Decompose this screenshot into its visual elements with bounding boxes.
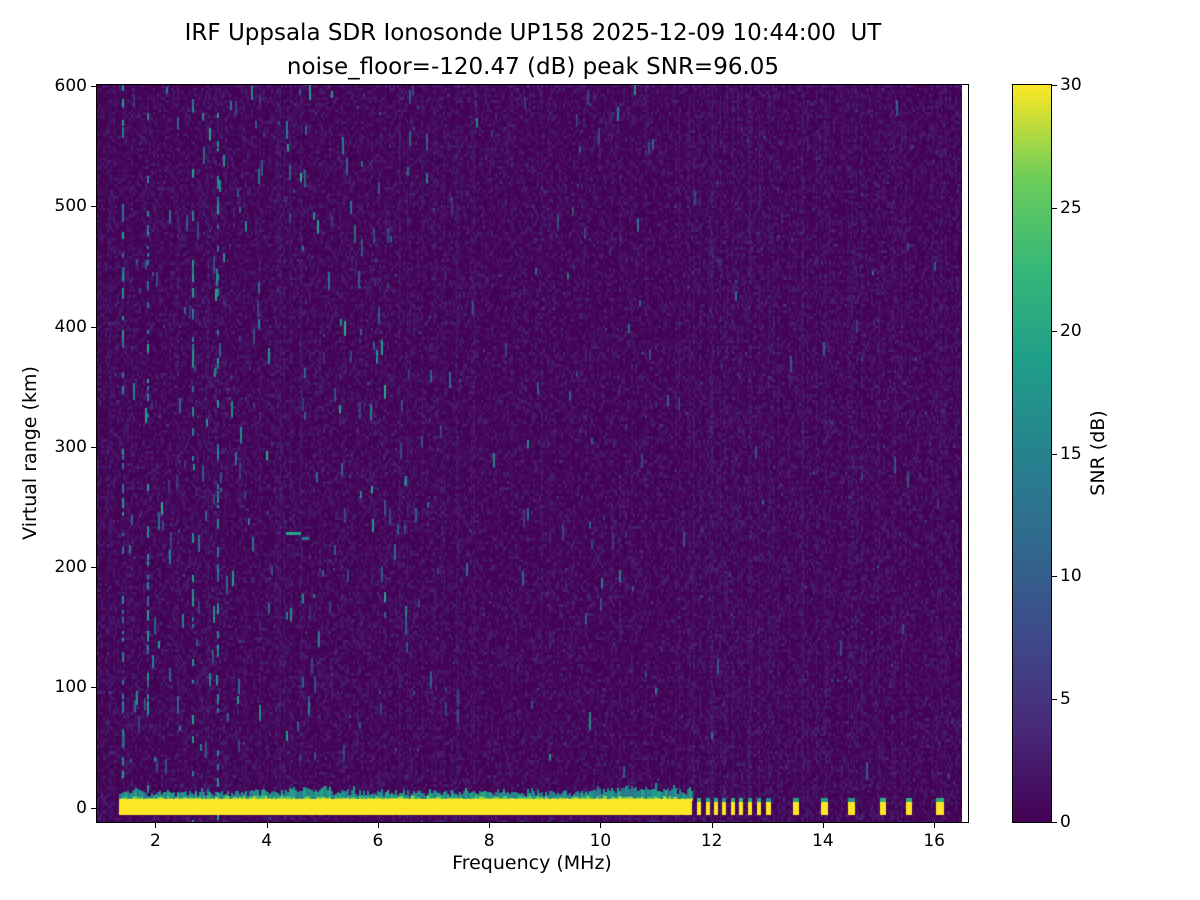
colorbar-tick-label: 0: [1060, 812, 1071, 832]
colorbar-tick-mark: [1052, 699, 1057, 701]
colorbar: [1012, 84, 1052, 823]
colorbar-tick-label: 20: [1060, 320, 1082, 341]
x-tick-mark: [377, 823, 379, 828]
chart-title-block: IRF Uppsala SDR Ionosonde UP158 2025-12-…: [97, 16, 969, 84]
y-tick-label: 0: [76, 797, 87, 818]
y-tick-label: 300: [54, 436, 87, 457]
colorbar-tick-mark: [1052, 207, 1057, 209]
y-tick-mark: [91, 446, 96, 448]
y-tick-label: 500: [54, 196, 87, 217]
x-axis-label: Frequency (MHz): [452, 852, 612, 874]
ionogram-heatmap-canvas: [97, 85, 962, 822]
chart-subtitle: noise_floor=-120.47 (dB) peak SNR=96.05: [286, 54, 780, 80]
y-tick-mark: [91, 567, 96, 569]
colorbar-tick-label: 25: [1060, 197, 1082, 218]
plot-area: [96, 84, 969, 823]
x-tick-mark: [600, 823, 602, 828]
x-tick-label: 14: [812, 831, 834, 851]
x-tick-mark: [934, 823, 936, 828]
x-tick-mark: [822, 823, 824, 828]
x-tick-label: 12: [700, 831, 723, 851]
colorbar-tick-mark: [1052, 822, 1057, 823]
x-tick-mark: [711, 823, 713, 828]
x-tick-mark: [155, 823, 157, 828]
x-tick-label: 10: [589, 831, 612, 851]
x-tick-mark: [489, 823, 491, 828]
x-tick-label: 6: [372, 831, 384, 851]
y-tick-mark: [91, 807, 96, 809]
y-tick-mark: [91, 687, 96, 689]
y-tick-label: 600: [54, 76, 87, 97]
colorbar-tick-mark: [1052, 453, 1057, 455]
colorbar-tick-mark: [1052, 85, 1057, 86]
y-axis-label: Virtual range (km): [19, 366, 41, 540]
x-tick-mark: [266, 823, 268, 828]
colorbar-tick-label: 15: [1060, 443, 1082, 464]
y-tick-label: 400: [54, 316, 87, 337]
y-tick-label: 100: [54, 677, 87, 698]
colorbar-tick-label: 30: [1060, 75, 1082, 95]
colorbar-tick-label: 5: [1060, 689, 1071, 710]
x-tick-label: 2: [149, 831, 161, 851]
x-tick-label: 16: [923, 831, 945, 851]
y-tick-label: 200: [54, 557, 87, 578]
colorbar-label: SNR (dB): [1087, 410, 1109, 496]
x-tick-label: 8: [483, 831, 495, 851]
colorbar-gradient: [1013, 85, 1051, 822]
y-tick-mark: [91, 326, 96, 328]
chart-title: IRF Uppsala SDR Ionosonde UP158 2025-12-…: [184, 20, 882, 46]
y-tick-mark: [91, 206, 96, 208]
colorbar-tick-label: 10: [1060, 566, 1082, 587]
x-tick-label: 4: [261, 831, 273, 851]
colorbar-tick-mark: [1052, 576, 1057, 578]
y-tick-mark: [91, 86, 96, 88]
colorbar-tick-mark: [1052, 330, 1057, 332]
